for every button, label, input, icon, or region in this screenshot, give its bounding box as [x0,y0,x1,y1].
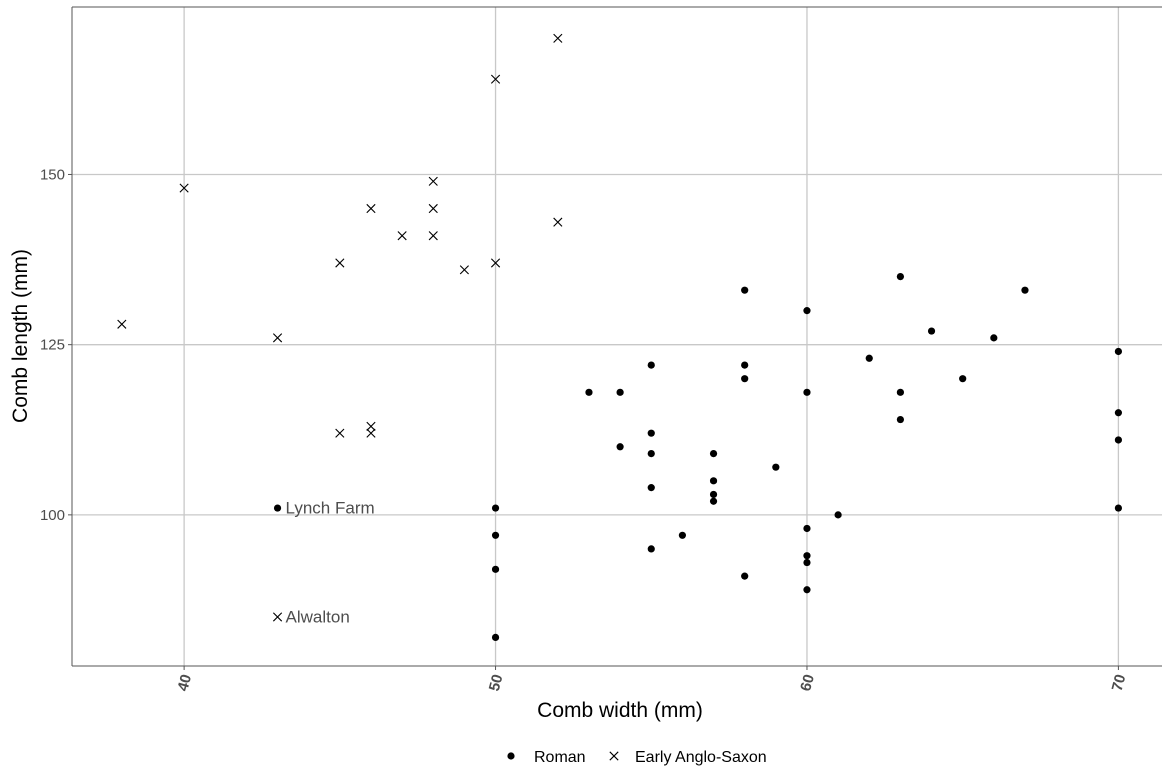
roman-point [803,388,811,396]
anglo-saxon-point [490,74,501,84]
x-axis-title: Comb width (mm) [537,699,703,722]
y-tick-label: 125 [40,337,65,354]
legend-roman-label: Roman [534,749,586,766]
roman-point [865,354,873,362]
roman-point [491,633,500,642]
x-tick-label: 60 [797,673,818,694]
anglo-saxon-point [428,176,438,186]
roman-point [273,504,282,512]
roman-point [990,334,998,342]
roman-point [709,449,718,458]
anglo-saxon-point [272,333,283,343]
roman-point [709,477,718,485]
legend-roman-marker [507,752,515,760]
anglo-saxon-point [553,33,563,43]
roman-point [678,531,687,539]
roman-point [803,307,811,315]
roman-point [647,545,655,553]
legend: Roman Early Anglo-Saxon [507,749,767,766]
roman-point [896,415,905,424]
roman-point [709,490,718,499]
roman-point [491,504,500,512]
x-tick-label: 70 [1109,673,1130,694]
roman-point [741,375,749,383]
anglo-saxon-point [366,421,376,431]
anglo-saxon-point [459,265,469,275]
anglo-saxon-point [428,203,438,214]
anglo-saxon-point [272,612,283,622]
roman-point [772,463,780,471]
roman-point [959,375,967,383]
annotation-label: Alwalton [286,607,350,626]
anglo-saxon-point [117,319,127,329]
anglo-saxon-point [335,428,345,438]
anglo-saxon-point [553,217,563,227]
roman-point [647,361,655,369]
anglo-saxon-point [397,231,407,241]
roman-point [803,558,811,567]
roman-point [896,272,905,281]
roman-point [834,511,842,519]
anglo-saxon-point [366,203,376,214]
x-tick-label: 50 [486,673,507,694]
anglo-saxon-point [366,428,376,438]
anglo-saxon-point [490,258,501,268]
data-points [117,33,1122,642]
roman-point [491,531,500,539]
roman-point [585,388,593,396]
roman-point [1021,286,1029,294]
roman-point [491,565,500,573]
roman-point [927,327,936,335]
roman-point [741,572,749,580]
roman-point [803,586,811,594]
plot-frame [71,6,1162,667]
roman-point [1114,436,1122,444]
y-tick-label: 150 [40,166,65,183]
annotation-label: Lynch Farm [286,499,375,518]
roman-point [1114,347,1122,356]
anglo-saxon-point [428,231,438,241]
anglo-saxon-point [179,183,189,193]
y-axis-title: Comb length (mm) [9,249,32,423]
roman-point [803,552,811,560]
roman-point [647,429,655,437]
roman-point [709,497,718,505]
grid-lines [72,7,1162,666]
roman-point [616,443,624,451]
roman-point [1114,504,1122,512]
roman-point [616,388,624,396]
tick-labels: 40 50 60 70 100 125 150 [40,166,1129,693]
roman-point [803,524,811,533]
legend-anglo-saxon-label: Early Anglo-Saxon [635,749,767,766]
annotations: Lynch Farm Alwalton [286,499,375,627]
anglo-saxon-point [335,258,345,268]
y-tick-label: 100 [40,507,65,524]
x-tick-label: 40 [174,673,195,694]
roman-point [741,286,749,294]
roman-point [896,388,905,396]
legend-anglo-saxon-marker [609,751,619,761]
roman-point [647,449,655,458]
roman-point [1114,409,1122,417]
roman-point [741,361,749,369]
roman-point [647,484,655,492]
